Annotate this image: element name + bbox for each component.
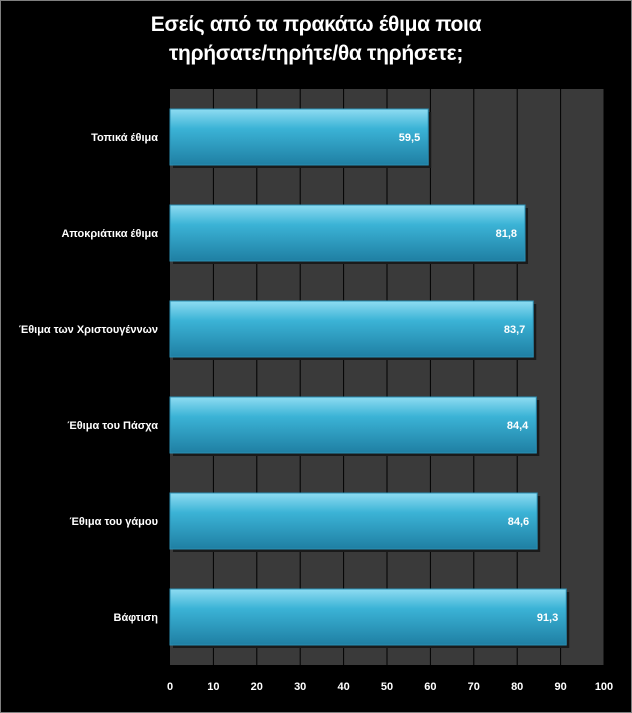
category-label: Βάφτιση: [114, 612, 159, 624]
x-tick-label: 20: [251, 681, 263, 693]
category-labels: Τοπικά έθιμα Αποκριάτικα έθιμα Έθιμα των Χ…: [19, 132, 158, 624]
bars: 59,5 81,8 83,7 84,4 84,6 91,3: [169, 108, 570, 648]
bar: [169, 588, 567, 646]
x-tick-label: 40: [337, 681, 349, 693]
x-tick-label: 60: [424, 681, 436, 693]
bar: [169, 204, 526, 262]
bar: [169, 492, 538, 550]
x-tick-label: 90: [554, 681, 566, 693]
category-label: Έθιμα των Χριστουγέννων: [19, 324, 158, 336]
bar-value-label: 83,7: [504, 324, 525, 336]
category-label: Αποκριάτικα έθιμα: [61, 228, 158, 240]
bar-value-label: 59,5: [399, 132, 420, 144]
x-tick-labels: 0 10 20 30 40 50 60 70 80 90 100: [167, 681, 613, 693]
x-tick-label: 100: [595, 681, 613, 693]
gridlines: [212, 89, 605, 665]
category-label: Τοπικά έθιμα: [91, 132, 158, 144]
chart-title-line-1: Εσείς από τα πρακάτω έθιμα ποια: [150, 13, 482, 36]
bar: [169, 396, 537, 454]
bar: [169, 108, 429, 166]
x-tick-label: 0: [167, 681, 173, 693]
category-label: Έθιμα του Πάσχα: [67, 420, 158, 432]
x-tick-label: 70: [468, 681, 480, 693]
x-tick-label: 10: [207, 681, 219, 693]
category-label: Έθιμα του γάμου: [70, 516, 158, 528]
x-tick-label: 30: [294, 681, 306, 693]
chart-title-line-2: τηρήσατε/τηρήτε/θα τηρήσετε;: [168, 42, 464, 65]
bar: [169, 300, 534, 358]
bar-value-label: 84,4: [507, 420, 529, 432]
bar-value-label: 84,6: [508, 516, 529, 528]
x-tick-label: 50: [381, 681, 393, 693]
chart-title: Εσείς από τα πρακάτω έθιμα ποια τηρήσατε…: [0, 10, 632, 68]
x-tick-label: 80: [511, 681, 523, 693]
bar-value-label: 91,3: [537, 612, 558, 624]
bar-value-label: 81,8: [496, 228, 517, 240]
